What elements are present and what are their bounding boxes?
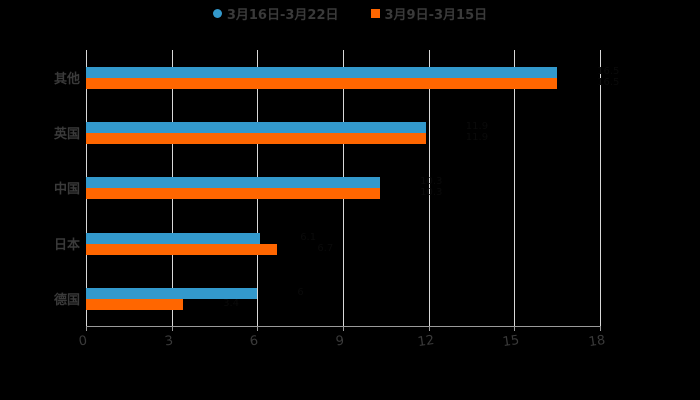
- bar-mar9-15[interactable]: [86, 78, 558, 89]
- bar-mar16-22[interactable]: [86, 67, 558, 78]
- grid-line: [514, 50, 516, 326]
- x-tick-mark: [343, 326, 344, 331]
- y-category-label: 中国: [53, 182, 80, 198]
- legend-item-week-mar9-15[interactable]: 3月9日-3月15日: [370, 4, 488, 23]
- x-tick-label: 18: [587, 332, 607, 351]
- bar-value-label: 11.9: [465, 132, 489, 144]
- x-tick-mark: [428, 326, 430, 331]
- bar-value-label: 16.5: [597, 66, 620, 77]
- legend-item-week-mar16-22[interactable]: 3月16日-3月22日: [212, 4, 339, 23]
- grid-line: [428, 50, 430, 326]
- bar-value-label: 3.4: [223, 297, 239, 309]
- bar-value-label: 6: [297, 286, 304, 298]
- bar-value-label: 10.3: [420, 187, 443, 199]
- x-tick-mark: [171, 326, 173, 331]
- x-tick-label: 6: [249, 333, 260, 350]
- bar-mar16-22[interactable]: [86, 122, 426, 134]
- x-tick-label: 15: [502, 332, 521, 351]
- y-category-label: 其他: [53, 72, 80, 87]
- x-tick-mark: [257, 326, 259, 331]
- x-tick-label: 0: [77, 333, 89, 350]
- bar-value-label: 6.7: [317, 242, 334, 254]
- x-tick-label: 3: [163, 333, 174, 350]
- bar-mar16-22[interactable]: [86, 287, 258, 299]
- x-tick-label: 12: [416, 332, 435, 351]
- bar-mar16-22[interactable]: [86, 177, 381, 189]
- bar-mar9-15[interactable]: [86, 188, 381, 200]
- legend-square-icon: [370, 8, 380, 18]
- y-category-label: 德国: [53, 292, 80, 308]
- bar-mar9-15[interactable]: [86, 243, 278, 255]
- bar-value-label: 10.3: [420, 176, 443, 188]
- y-category-label: 英国: [53, 127, 80, 143]
- x-tick-label: 9: [334, 333, 346, 350]
- bar-mar9-15[interactable]: [86, 133, 426, 145]
- bar-value-label: 6.1: [300, 231, 317, 243]
- x-tick-mark: [86, 326, 87, 331]
- y-category-label: 日本: [53, 237, 80, 253]
- chart-legend: 3月16日-3月22日 3月9日-3月15日: [0, 4, 700, 23]
- grid-line: [600, 50, 601, 326]
- legend-label: 3月9日-3月15日: [384, 7, 488, 23]
- bar-mar9-15[interactable]: [86, 298, 184, 310]
- legend-circle-icon: [212, 8, 222, 18]
- x-tick-mark: [514, 326, 516, 331]
- x-tick-mark: [600, 326, 601, 331]
- legend-label: 3月16日-3月22日: [226, 7, 339, 23]
- bar-value-label: 11.9: [465, 121, 489, 133]
- bar-value-label: 16.5: [597, 77, 620, 88]
- bar-mar16-22[interactable]: [86, 232, 261, 244]
